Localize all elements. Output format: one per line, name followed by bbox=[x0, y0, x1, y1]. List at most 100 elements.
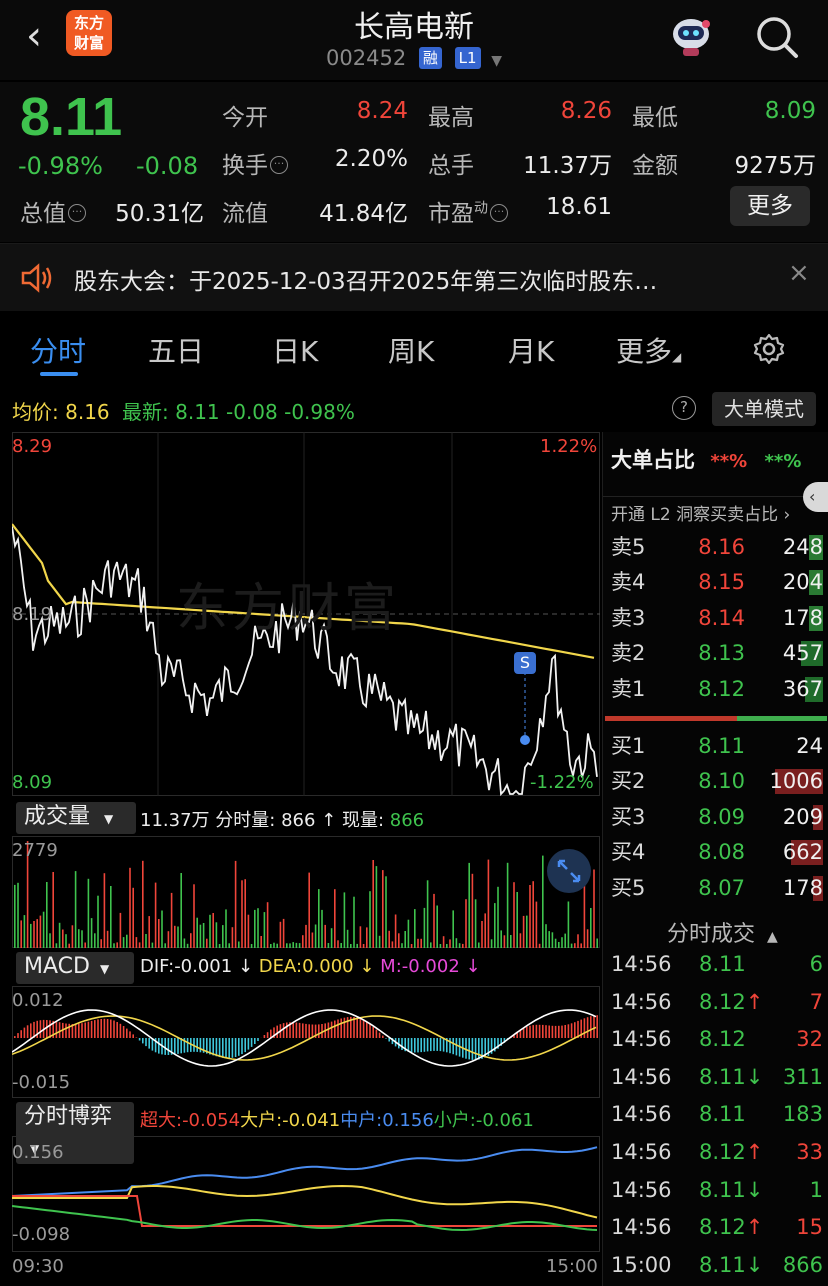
search-icon[interactable] bbox=[754, 14, 800, 60]
macd-bar bbox=[455, 1038, 458, 1056]
volume-bar bbox=[74, 871, 77, 948]
level-label: 买5 bbox=[611, 875, 646, 900]
game-indicator-select[interactable]: 分时博弈▼ bbox=[16, 1102, 134, 1164]
volume-bar bbox=[455, 938, 458, 948]
macd-bar bbox=[106, 1019, 109, 1038]
volume-bar bbox=[106, 930, 109, 948]
macd-bar bbox=[446, 1038, 448, 1053]
macd-bar bbox=[452, 1038, 454, 1055]
tab-more[interactable]: 更多◢ bbox=[616, 335, 682, 368]
macd-bar bbox=[558, 1025, 560, 1038]
macd-bar bbox=[353, 1017, 355, 1038]
ask-row[interactable]: 卖1 8.12 367 bbox=[603, 672, 828, 707]
macd-bar bbox=[375, 1029, 378, 1038]
volume-bar bbox=[116, 942, 118, 948]
robot-assistant-icon[interactable] bbox=[668, 14, 714, 58]
expand-icon[interactable] bbox=[546, 848, 592, 894]
volume-bar bbox=[417, 938, 419, 948]
ask-row[interactable]: 卖5 8.16 248 bbox=[603, 530, 828, 565]
ask-row[interactable]: 卖4 8.15 204 bbox=[603, 565, 828, 600]
macd-bar bbox=[36, 1020, 38, 1038]
volume-bar bbox=[308, 872, 310, 948]
macd-bar bbox=[250, 1038, 253, 1047]
volume-bar bbox=[452, 910, 454, 948]
macd-bar bbox=[257, 1038, 259, 1041]
notice-bar[interactable]: 股东大会：于2025-12-03召开2025年第三次临时股东… × bbox=[0, 243, 828, 311]
volume-bar bbox=[375, 866, 378, 948]
level-label: 卖5 bbox=[611, 535, 646, 559]
macd-bar bbox=[513, 1034, 515, 1038]
macd-bar bbox=[23, 1027, 26, 1038]
volume-bar bbox=[177, 926, 179, 948]
level-price: 8.09 bbox=[698, 804, 745, 829]
macd-bar bbox=[289, 1022, 291, 1038]
level-label: 卖1 bbox=[611, 676, 646, 701]
volume-bar bbox=[212, 913, 214, 948]
tab-weekly-k[interactable]: 周K bbox=[388, 335, 435, 368]
big-order-mode-button[interactable]: 大单模式 bbox=[712, 392, 816, 426]
bid-row[interactable]: 买5 8.07 178 bbox=[603, 871, 828, 906]
gear-icon[interactable] bbox=[752, 332, 786, 366]
pe-label: 市盈动 ··· bbox=[428, 194, 508, 228]
tab-intraday[interactable]: 分时 bbox=[30, 335, 87, 368]
l2-upgrade-link[interactable]: 开通 L2 洞察买卖占比 › bbox=[611, 505, 791, 525]
volume-bar bbox=[55, 943, 58, 948]
info-icon[interactable]: ··· bbox=[490, 204, 508, 222]
speaker-icon bbox=[21, 263, 52, 293]
back-arrow-icon[interactable]: ‹ bbox=[26, 13, 42, 59]
volume-bar bbox=[353, 896, 355, 948]
sell-signal-badge[interactable]: S bbox=[514, 652, 536, 674]
pct-axis-bottom: -1.22% bbox=[530, 772, 594, 793]
level-tag[interactable]: L1 bbox=[454, 47, 481, 69]
level-volume: 248 bbox=[782, 535, 823, 559]
volume-bar bbox=[330, 928, 333, 948]
tab-daily-k[interactable]: 日K bbox=[272, 335, 319, 368]
info-icon[interactable]: ··· bbox=[68, 204, 86, 222]
macd-bar bbox=[340, 1018, 342, 1038]
macd-bar bbox=[20, 1030, 22, 1038]
macd-bar bbox=[529, 1025, 531, 1038]
volume-bar bbox=[36, 919, 38, 948]
chevron-down-icon[interactable]: ▼ bbox=[491, 53, 502, 69]
macd-bar bbox=[167, 1038, 170, 1055]
help-icon[interactable]: ? bbox=[672, 396, 696, 420]
ask-row[interactable]: 卖2 8.13 457 bbox=[603, 636, 828, 671]
more-button[interactable]: 更多 bbox=[730, 186, 810, 226]
level-label: 买1 bbox=[611, 734, 646, 758]
intraday-price-chart[interactable] bbox=[12, 432, 600, 796]
bid-row[interactable]: 买3 8.09 209 bbox=[603, 800, 828, 835]
trade-row: 14:56 8.12↑ 15 bbox=[603, 1209, 828, 1246]
trade-volume: 32 bbox=[796, 1027, 823, 1052]
macd-bar bbox=[68, 1023, 70, 1038]
volume-bar bbox=[366, 927, 368, 948]
volume-bar bbox=[500, 930, 502, 948]
volume-bar bbox=[318, 889, 320, 948]
ask-row[interactable]: 卖3 8.14 178 bbox=[603, 601, 828, 636]
macd-bar bbox=[574, 1022, 576, 1038]
level-volume: 178 bbox=[782, 605, 823, 630]
volume-bar bbox=[321, 909, 323, 948]
bid-row[interactable]: 买2 8.10 1006 bbox=[603, 764, 828, 799]
volume-bar bbox=[545, 924, 547, 948]
tab-five-day[interactable]: 五日 bbox=[148, 335, 205, 368]
tab-monthly-k[interactable]: 月K bbox=[508, 335, 555, 368]
volume-bar bbox=[154, 882, 157, 948]
panel-collapse-icon[interactable]: ‹ bbox=[803, 482, 828, 512]
level-price: 8.13 bbox=[698, 641, 745, 666]
volume-bar bbox=[298, 943, 301, 948]
trades-title[interactable]: 分时成交 ▲ bbox=[667, 922, 778, 947]
volume-indicator-select[interactable]: 成交量 ▼ bbox=[16, 802, 136, 834]
info-icon[interactable]: ··· bbox=[270, 156, 288, 174]
price-axis-bottom: 8.09 bbox=[12, 772, 53, 793]
volume-bar bbox=[20, 920, 22, 948]
close-icon[interactable]: × bbox=[788, 258, 810, 288]
bid-row[interactable]: 买1 8.11 24 bbox=[603, 729, 828, 764]
macd-bar bbox=[548, 1025, 550, 1038]
macd-indicator-select[interactable]: MACD ▼ bbox=[16, 952, 134, 984]
macd-bar bbox=[286, 1022, 288, 1038]
volume-bar bbox=[122, 937, 125, 948]
trade-time: 14:56 bbox=[611, 1140, 672, 1164]
bid-row[interactable]: 买4 8.08 662 bbox=[603, 835, 828, 870]
macd-bar bbox=[414, 1038, 416, 1053]
volume-bar bbox=[279, 921, 282, 948]
